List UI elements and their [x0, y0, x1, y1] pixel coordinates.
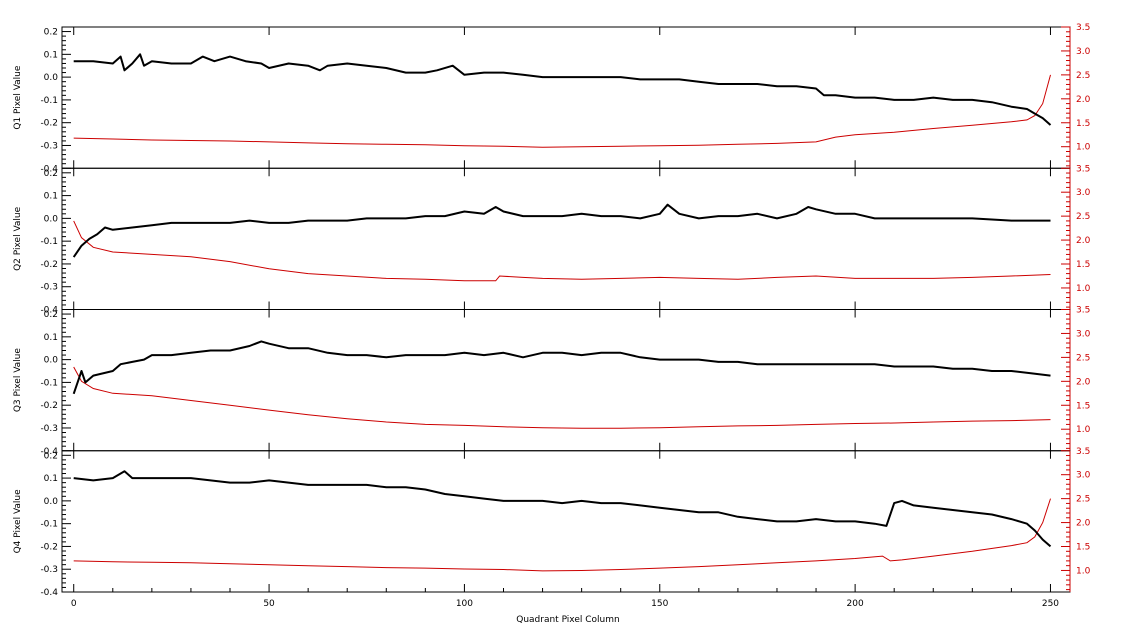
- left-tick-label: 0.2: [44, 310, 58, 320]
- x-tick-label: 250: [1042, 599, 1059, 609]
- right-tick-label: 1.0: [1076, 143, 1091, 153]
- x-axis: 0 50 100 150 200 250: [71, 588, 1059, 609]
- right-tick-label: 3.5: [1076, 306, 1090, 316]
- black-series-line: [73, 470, 1052, 548]
- left-tick-label: 0.0: [44, 73, 59, 83]
- right-tick-label: 1.5: [1076, 543, 1090, 553]
- right-tick-label: 1.0: [1076, 425, 1091, 435]
- right-tick-label: 1.5: [1076, 401, 1090, 411]
- left-tick-label: -0.2: [40, 260, 58, 270]
- right-tick-label: 1.5: [1076, 260, 1090, 270]
- right-tick-label: 3.0: [1076, 47, 1091, 57]
- right-tick-label: 3.5: [1076, 164, 1090, 174]
- red-series-line: [73, 366, 1051, 429]
- right-tick-label: 1.5: [1076, 119, 1090, 129]
- black-series-line: [72, 340, 1051, 395]
- left-tick-label: 0.2: [44, 169, 58, 179]
- left-tick-label: -0.3: [40, 141, 58, 151]
- left-tick-label: 0.0: [44, 356, 59, 366]
- left-tick-label: -0.1: [40, 378, 58, 388]
- right-tick-label: 2.5: [1076, 495, 1090, 505]
- left-tick-label: 0.0: [44, 214, 59, 224]
- left-tick-label: -0.1: [40, 237, 58, 247]
- panel-q3: -0.4 -0.3 -0.2 -0.1 0.0 0.1 0.2 1.0 1.5 2.0 2.5 3.0…: [13, 306, 1091, 457]
- left-tick-label: 0.1: [44, 50, 58, 60]
- panel-q2: -0.4 -0.3 -0.2 -0.1 0.0 0.1 0.2 1.0 1.5 2.0 2.5 3.0…: [13, 164, 1091, 315]
- left-tick-label: 0.1: [44, 192, 58, 202]
- left-tick-label: -0.3: [40, 424, 58, 434]
- right-tick-label: 3.0: [1076, 471, 1091, 481]
- right-tick-label: 2.5: [1076, 71, 1090, 81]
- black-series-line: [72, 203, 1051, 258]
- left-tick-label: -0.2: [40, 401, 58, 411]
- right-tick-label: 2.0: [1076, 377, 1091, 387]
- left-tick-label: 0.0: [44, 497, 59, 507]
- right-tick-label: 2.5: [1076, 212, 1090, 222]
- panels-layer: -0.4 -0.3 -0.2 -0.1 0.0 0.1 0.2 1.0 1.5 2.0 2.5 3.0…: [13, 23, 1091, 598]
- right-tick-label: 3.0: [1076, 188, 1091, 198]
- y-axis-label: Q3 Pixel Value: [13, 348, 23, 413]
- x-tick-label: 150: [651, 599, 668, 609]
- panel-frame: [61, 167, 1071, 310]
- x-tick-label: 200: [847, 599, 864, 609]
- left-tick-label: 0.2: [44, 28, 58, 38]
- left-tick-label: -0.1: [40, 96, 58, 106]
- left-tick-label: -0.4: [40, 447, 58, 457]
- red-series-line: [73, 74, 1051, 148]
- x-tick-label: 100: [456, 599, 473, 609]
- y-axis-label: Q4 Pixel Value: [13, 489, 23, 554]
- x-tick-label: 0: [71, 599, 77, 609]
- red-series-line: [73, 220, 1051, 282]
- right-tick-label: 3.5: [1076, 447, 1090, 457]
- right-tick-label: 2.0: [1076, 95, 1091, 105]
- left-tick-label: 0.1: [44, 333, 58, 343]
- right-tick-label: 2.0: [1076, 236, 1091, 246]
- right-tick-label: 1.0: [1076, 566, 1091, 576]
- right-tick-label: 3.5: [1076, 23, 1090, 33]
- left-tick-label: -0.4: [40, 306, 58, 316]
- left-tick-label: -0.2: [40, 119, 58, 129]
- right-tick-label: 3.0: [1076, 329, 1091, 339]
- y-axis-label: Q1 Pixel Value: [13, 65, 23, 130]
- black-series-line: [73, 53, 1052, 126]
- right-tick-label: 1.0: [1076, 284, 1091, 294]
- left-tick-label: -0.4: [40, 164, 58, 174]
- y-axis-label: Q2 Pixel Value: [13, 206, 23, 271]
- left-tick-label: 0.2: [44, 451, 58, 461]
- red-series-line: [73, 498, 1051, 572]
- x-axis-label: Quadrant Pixel Column: [516, 615, 619, 625]
- panel-frame: [61, 309, 1071, 452]
- left-tick-label: -0.1: [40, 520, 58, 530]
- left-tick-label: -0.3: [40, 283, 58, 293]
- right-tick-label: 2.5: [1076, 353, 1090, 363]
- panel-q1: -0.4 -0.3 -0.2 -0.1 0.0 0.1 0.2 1.0 1.5 2.0 2.5 3.0…: [13, 23, 1091, 174]
- panel-q4: -0.4 -0.3 -0.2 -0.1 0.0 0.1 0.2 1.0 1.5 2.0 2.5 3.0…: [13, 447, 1091, 598]
- right-tick-label: 2.0: [1076, 519, 1091, 529]
- left-tick-label: 0.1: [44, 474, 58, 484]
- left-tick-label: -0.3: [40, 565, 58, 575]
- left-tick-label: -0.2: [40, 542, 58, 552]
- x-tick-label: 50: [263, 599, 275, 609]
- left-tick-label: -0.4: [40, 588, 58, 598]
